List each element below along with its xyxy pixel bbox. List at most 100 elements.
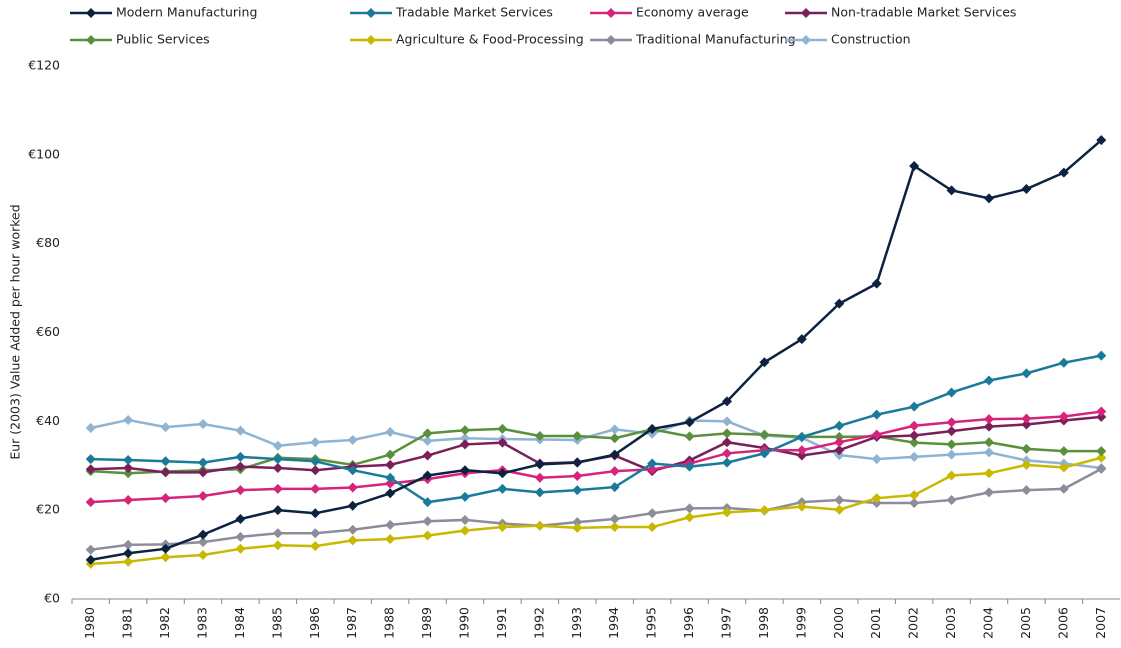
point — [235, 461, 246, 472]
point — [235, 451, 246, 462]
point — [759, 429, 770, 440]
point — [684, 461, 695, 472]
point — [460, 439, 470, 450]
point — [310, 541, 321, 552]
legend-marker — [606, 8, 616, 18]
point — [1021, 184, 1032, 195]
point — [497, 483, 508, 494]
point — [722, 507, 732, 518]
point — [123, 415, 134, 426]
point — [85, 422, 96, 433]
legend-label: Traditional Manufacturing — [635, 32, 796, 47]
point — [198, 418, 208, 429]
point — [460, 433, 470, 444]
series-line — [90, 456, 1102, 566]
y-tick-label: €80 — [36, 235, 60, 250]
point — [310, 508, 321, 519]
legend-marker — [86, 8, 96, 18]
point — [609, 424, 620, 435]
legend-marker — [801, 8, 811, 18]
point — [347, 482, 358, 493]
y-tick-label: €0 — [44, 591, 60, 606]
x-tick-label: 1994 — [606, 607, 621, 639]
point — [422, 497, 433, 508]
point — [160, 456, 171, 467]
x-tick-label: 1992 — [531, 607, 546, 639]
point — [572, 485, 583, 496]
point — [946, 417, 957, 428]
x-tick-label: 1980 — [82, 607, 97, 639]
x-tick-label: 1983 — [195, 607, 210, 639]
point — [235, 543, 246, 554]
point — [1058, 167, 1069, 178]
point — [796, 431, 807, 442]
legend-label: Modern Manufacturing — [116, 5, 257, 20]
point — [909, 498, 920, 509]
point — [572, 517, 583, 528]
x-tick-label: 2003 — [943, 607, 958, 639]
x-tick-label: 2001 — [868, 607, 883, 639]
x-tick-label: 2007 — [1093, 607, 1108, 639]
point — [347, 465, 358, 476]
point — [460, 514, 470, 525]
point — [834, 298, 845, 309]
point — [572, 457, 583, 468]
point — [422, 428, 433, 439]
point — [422, 450, 433, 461]
point — [984, 437, 994, 448]
point — [85, 497, 96, 508]
point — [647, 458, 658, 469]
point — [85, 554, 96, 565]
point — [123, 468, 134, 479]
point — [834, 494, 845, 505]
point — [310, 437, 321, 448]
point — [198, 457, 208, 468]
point — [272, 528, 283, 539]
point — [909, 160, 920, 171]
point — [272, 440, 283, 451]
point — [160, 493, 171, 504]
point — [534, 487, 545, 498]
point — [235, 485, 246, 496]
point — [497, 468, 508, 479]
point — [909, 420, 920, 431]
point — [310, 456, 321, 467]
point — [1096, 452, 1107, 463]
point — [347, 535, 358, 546]
point — [385, 488, 396, 499]
legend-label: Construction — [831, 32, 911, 47]
series-line — [90, 410, 1102, 504]
point — [722, 428, 732, 439]
point — [123, 539, 134, 550]
point — [984, 421, 994, 432]
point — [534, 459, 545, 470]
point — [422, 435, 433, 446]
point — [722, 416, 732, 427]
point — [609, 514, 620, 525]
point — [647, 508, 658, 519]
legend-label: Agriculture & Food-Processing — [396, 32, 584, 47]
point — [422, 470, 433, 481]
point — [796, 501, 807, 512]
point — [609, 449, 620, 460]
point — [235, 425, 246, 436]
point — [796, 445, 807, 456]
point — [460, 491, 470, 502]
point — [609, 522, 620, 533]
x-tick-label: 1995 — [644, 607, 659, 639]
series-line — [90, 467, 1102, 551]
point — [272, 540, 283, 551]
point — [722, 457, 732, 468]
point — [198, 537, 208, 548]
point — [85, 464, 96, 475]
point — [909, 490, 920, 501]
point — [1058, 462, 1069, 473]
point — [1058, 446, 1069, 457]
point — [909, 437, 920, 448]
legend-label: Public Services — [116, 32, 210, 47]
point — [871, 429, 882, 440]
point — [1096, 411, 1107, 422]
point — [123, 494, 134, 505]
x-tick-label: 2002 — [906, 607, 921, 639]
point — [385, 534, 396, 545]
